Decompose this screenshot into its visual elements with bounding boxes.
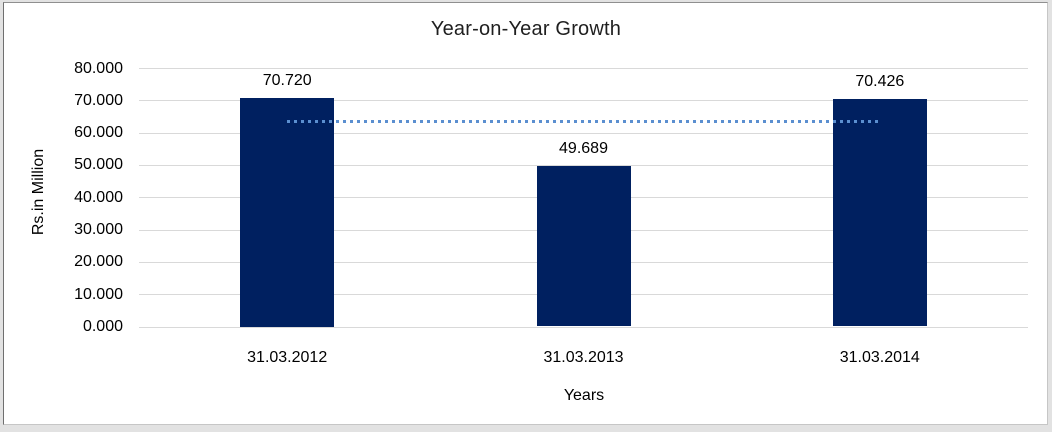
chart-title: Year-on-Year Growth — [430, 18, 622, 40]
gridline — [139, 326, 1028, 328]
data-label: 49.689 — [559, 139, 608, 157]
gridline — [139, 100, 1028, 102]
y-tick-label: 50.000 — [74, 156, 123, 174]
gridline — [139, 68, 1028, 69]
y-tick-label: 60.000 — [74, 124, 123, 142]
data-label: 70.720 — [262, 72, 312, 89]
trendline — [287, 119, 880, 123]
bar — [240, 98, 335, 327]
y-tick-label: 30.000 — [74, 221, 123, 239]
bar — [832, 98, 927, 327]
x-tick-label: 31.03.2012 — [247, 349, 328, 366]
x-axis-title: Years — [563, 387, 605, 404]
y-tick-label: 70.000 — [74, 91, 123, 109]
data-label: 70.426 — [855, 72, 905, 90]
y-tick-label: 0.000 — [82, 318, 123, 335]
y-tick-label: 80.000 — [74, 59, 123, 77]
bar — [536, 165, 631, 327]
x-tick-label: 31.03.2014 — [839, 349, 920, 366]
gridline — [139, 164, 1028, 166]
y-tick-label: 10.000 — [74, 285, 123, 303]
x-tick-label: 31.03.2013 — [543, 349, 624, 366]
gridline — [139, 132, 1028, 134]
y-tick-label: 20.000 — [74, 253, 123, 271]
y-tick-label: 40.000 — [74, 188, 123, 206]
